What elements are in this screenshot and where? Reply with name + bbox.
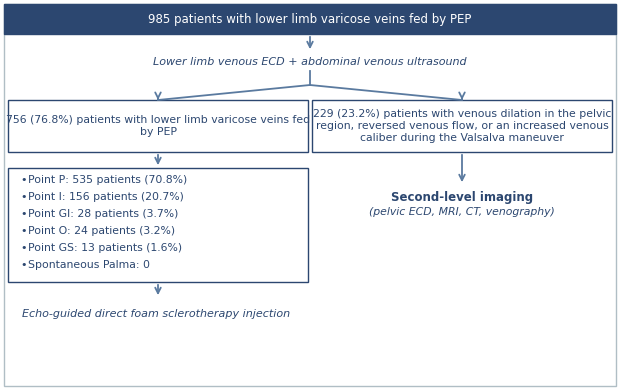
Bar — [4, 4, 616, 34]
Text: (pelvic ECD, MRI, CT, venography): (pelvic ECD, MRI, CT, venography) — [369, 207, 555, 217]
Bar — [8, 168, 308, 282]
Text: •: • — [20, 209, 27, 219]
Text: Lower limb venous ECD + abdominal venous ultrasound: Lower limb venous ECD + abdominal venous… — [153, 57, 467, 67]
Text: Second-level imaging: Second-level imaging — [391, 190, 533, 204]
Bar — [8, 100, 308, 152]
Text: 985 patients with lower limb varicose veins fed by PEP: 985 patients with lower limb varicose ve… — [148, 12, 472, 25]
Text: Point O: 24 patients (3.2%): Point O: 24 patients (3.2%) — [28, 226, 175, 236]
Text: Echo-guided direct foam sclerotherapy injection: Echo-guided direct foam sclerotherapy in… — [22, 309, 290, 319]
Text: Point P: 535 patients (70.8%): Point P: 535 patients (70.8%) — [28, 175, 187, 185]
Text: 756 (76.8%) patients with lower limb varicose veins fed
by PEP: 756 (76.8%) patients with lower limb var… — [6, 115, 310, 137]
Bar — [312, 100, 612, 152]
Text: Spontaneous Palma: 0: Spontaneous Palma: 0 — [28, 260, 150, 270]
Text: •: • — [20, 243, 27, 253]
Text: •: • — [20, 192, 27, 202]
Text: •: • — [20, 226, 27, 236]
Text: 229 (23.2%) patients with venous dilation in the pelvic
region, reversed venous : 229 (23.2%) patients with venous dilatio… — [313, 110, 611, 143]
Text: Point I: 156 patients (20.7%): Point I: 156 patients (20.7%) — [28, 192, 184, 202]
Text: •: • — [20, 175, 27, 185]
Text: Point GI: 28 patients (3.7%): Point GI: 28 patients (3.7%) — [28, 209, 179, 219]
Text: Point GS: 13 patients (1.6%): Point GS: 13 patients (1.6%) — [28, 243, 182, 253]
Text: •: • — [20, 260, 27, 270]
